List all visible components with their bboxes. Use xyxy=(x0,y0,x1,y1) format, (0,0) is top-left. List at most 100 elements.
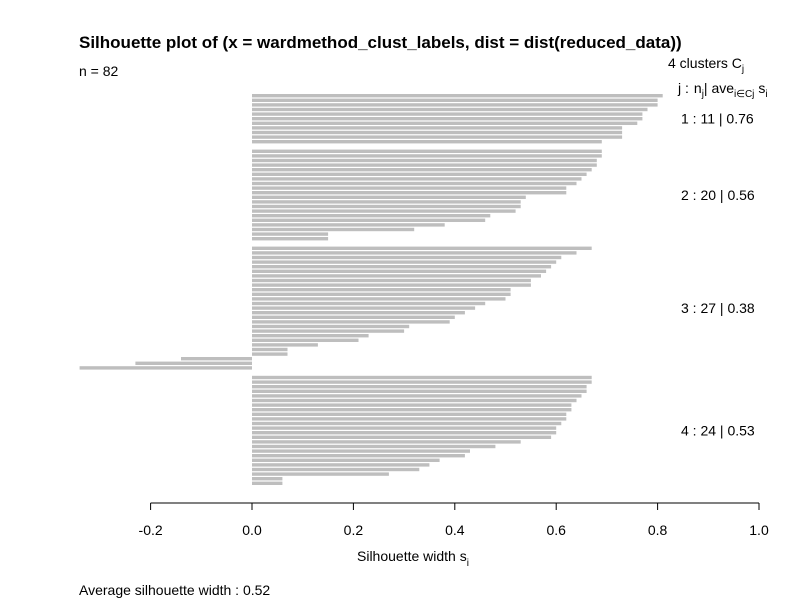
silhouette-bar-cluster-4-21 xyxy=(252,467,420,472)
silhouette-bar-cluster-1-5 xyxy=(252,112,643,116)
silhouette-bar-cluster-3-13 xyxy=(252,301,486,306)
silhouette-bar-cluster-4-4 xyxy=(252,389,587,393)
clusters-header-sub: j xyxy=(741,64,744,75)
x-tick-label-3: 0.4 xyxy=(445,522,465,538)
silhouette-bar-cluster-3-6 xyxy=(252,269,547,273)
silhouette-bar-cluster-3-26 xyxy=(135,361,252,365)
silhouette-bar-cluster-3-9 xyxy=(252,283,531,287)
x-tick-label-4: 0.6 xyxy=(546,522,566,538)
silhouette-bar-cluster-3-25 xyxy=(181,357,252,361)
silhouette-bar-cluster-2-16 xyxy=(252,218,486,222)
silhouette-bar-cluster-4-5 xyxy=(252,394,582,398)
silhouette-bar-cluster-2-11 xyxy=(252,195,526,199)
column-header-s-sub: i xyxy=(765,89,767,100)
silhouette-bar-cluster-3-23 xyxy=(252,347,288,352)
cluster-label-4: 4 : 24 | 0.53 xyxy=(681,422,755,438)
silhouette-bar-cluster-4-3 xyxy=(252,385,587,389)
silhouette-bar-cluster-4-17 xyxy=(252,449,470,453)
silhouette-bar-cluster-4-2 xyxy=(252,380,592,384)
x-tick-label-2: 0.2 xyxy=(344,522,364,538)
x-axis-ticks: -0.2 0.0 0.2 0.4 0.6 0.8 1.0 xyxy=(139,503,769,538)
silhouette-bar-cluster-3-14 xyxy=(252,306,476,310)
clusters-header-text: 4 clusters C xyxy=(668,55,742,71)
cluster-label-3: 3 : 27 | 0.38 xyxy=(681,300,755,316)
x-axis-label-sub: i xyxy=(467,558,469,569)
silhouette-bar-cluster-1-8 xyxy=(252,126,623,130)
silhouette-bar-cluster-4-10 xyxy=(252,417,567,421)
column-header-ave-sub: i∈Cj xyxy=(734,89,754,100)
silhouette-bar-cluster-4-8 xyxy=(252,408,572,412)
silhouette-bar-cluster-2-15 xyxy=(252,214,491,218)
silhouette-bar-cluster-4-24 xyxy=(252,481,283,485)
silhouette-bar-cluster-4-20 xyxy=(252,463,430,467)
silhouette-bar-cluster-4-22 xyxy=(252,472,389,476)
silhouette-bar-cluster-4-11 xyxy=(252,421,562,426)
silhouette-bar-cluster-2-17 xyxy=(252,223,445,227)
silhouette-bar-cluster-1-7 xyxy=(252,121,638,125)
n-label: n = 82 xyxy=(79,63,119,79)
silhouette-bar-cluster-3-27 xyxy=(79,366,252,370)
x-axis-label-text: Silhouette width s xyxy=(357,548,467,564)
silhouette-bar-cluster-1-11 xyxy=(252,140,602,144)
silhouette-bar-cluster-2-5 xyxy=(252,168,592,172)
silhouette-bar-cluster-1-3 xyxy=(252,103,658,107)
silhouette-bar-cluster-3-24 xyxy=(252,352,288,356)
silhouette-bar-cluster-4-23 xyxy=(252,477,283,481)
silhouette-bar-cluster-3-11 xyxy=(252,292,511,296)
silhouette-bar-cluster-2-1 xyxy=(252,149,602,153)
silhouette-bar-cluster-1-6 xyxy=(252,117,643,121)
silhouette-bar-cluster-2-4 xyxy=(252,163,597,167)
silhouette-bar-cluster-4-19 xyxy=(252,458,440,462)
silhouette-bar-cluster-3-5 xyxy=(252,265,552,269)
column-header: j : nj| avei∈Cj si xyxy=(677,80,768,100)
cluster-label-2: 2 : 20 | 0.56 xyxy=(681,187,755,203)
silhouette-bar-cluster-2-9 xyxy=(252,186,567,190)
silhouette-bar-cluster-2-20 xyxy=(252,237,329,241)
silhouette-bar-cluster-3-15 xyxy=(252,311,465,315)
silhouette-bar-cluster-4-12 xyxy=(252,426,557,430)
column-header-j: j : xyxy=(677,80,689,96)
silhouette-bar-cluster-1-1 xyxy=(252,94,663,98)
silhouette-bar-cluster-2-6 xyxy=(252,172,587,176)
silhouette-bar-cluster-3-7 xyxy=(252,274,541,278)
silhouette-bar-cluster-1-10 xyxy=(252,135,623,139)
clusters-header: 4 clusters Cj xyxy=(668,55,744,75)
silhouette-bar-cluster-3-10 xyxy=(252,288,511,292)
average-silhouette-label: Average silhouette width : 0.52 xyxy=(79,582,270,598)
silhouette-bar-cluster-4-15 xyxy=(252,440,521,444)
silhouette-bar-cluster-3-16 xyxy=(252,315,455,319)
silhouette-bar-cluster-4-1 xyxy=(252,375,592,380)
cluster-labels-group: 1 : 11 | 0.76 2 : 20 | 0.56 3 : 27 | 0.38 4… xyxy=(681,111,755,439)
silhouette-bar-cluster-2-7 xyxy=(252,177,582,181)
x-axis-label: Silhouette width si xyxy=(357,548,469,569)
silhouette-bar-cluster-4-18 xyxy=(252,454,465,458)
silhouette-bar-cluster-1-2 xyxy=(252,98,658,102)
silhouette-bar-cluster-2-3 xyxy=(252,158,597,163)
bars-group xyxy=(79,94,663,485)
silhouette-bar-cluster-2-18 xyxy=(252,227,415,232)
silhouette-bar-cluster-2-12 xyxy=(252,200,521,204)
silhouette-bar-cluster-2-14 xyxy=(252,209,516,213)
silhouette-bar-cluster-1-4 xyxy=(252,107,648,112)
chart-title: Silhouette plot of (x = wardmethod_clust… xyxy=(79,33,682,52)
silhouette-bar-cluster-2-10 xyxy=(252,191,567,195)
x-tick-label-6: 1.0 xyxy=(749,522,769,538)
silhouette-bar-cluster-4-16 xyxy=(252,444,496,449)
silhouette-bar-cluster-3-18 xyxy=(252,324,410,329)
silhouette-bar-cluster-4-13 xyxy=(252,431,557,435)
silhouette-bar-cluster-3-8 xyxy=(252,278,531,283)
silhouette-bar-cluster-2-19 xyxy=(252,232,329,236)
silhouette-bar-cluster-2-2 xyxy=(252,154,602,158)
silhouette-bar-cluster-3-19 xyxy=(252,329,405,333)
silhouette-bar-cluster-3-22 xyxy=(252,343,318,347)
silhouette-bar-cluster-3-21 xyxy=(252,338,359,342)
silhouette-bar-cluster-4-14 xyxy=(252,435,552,439)
x-tick-label-5: 0.8 xyxy=(648,522,668,538)
silhouette-bar-cluster-3-17 xyxy=(252,320,450,324)
x-tick-label-0: -0.2 xyxy=(139,522,163,538)
silhouette-bar-cluster-3-12 xyxy=(252,297,506,301)
silhouette-bar-cluster-3-20 xyxy=(252,334,369,338)
silhouette-bar-cluster-2-13 xyxy=(252,204,521,209)
x-tick-label-1: 0.0 xyxy=(242,522,262,538)
